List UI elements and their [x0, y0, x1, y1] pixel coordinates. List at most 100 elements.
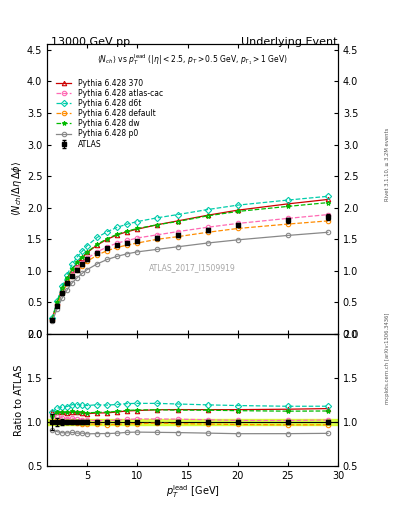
- Pythia 6.428 370: [95, 242, 100, 248]
- Pythia 6.428 dw: [285, 203, 290, 209]
- Pythia 6.428 atlas-cac: [115, 240, 120, 246]
- Bar: [47, 419, 338, 424]
- Text: ATLAS_2017_I1509919: ATLAS_2017_I1509919: [149, 263, 236, 272]
- Pythia 6.428 370: [235, 207, 240, 214]
- Pythia 6.428 atlas-cac: [235, 220, 240, 226]
- Pythia 6.428 d6t: [235, 202, 240, 208]
- Pythia 6.428 d6t: [95, 234, 100, 241]
- Pythia 6.428 atlas-cac: [95, 249, 100, 255]
- Pythia 6.428 atlas-cac: [75, 265, 80, 271]
- Pythia 6.428 default: [285, 221, 290, 227]
- Pythia 6.428 370: [80, 254, 84, 261]
- Pythia 6.428 d6t: [325, 193, 330, 199]
- Pythia 6.428 default: [55, 302, 60, 308]
- Pythia 6.428 d6t: [135, 219, 140, 225]
- Pythia 6.428 atlas-cac: [155, 232, 160, 238]
- Pythia 6.428 default: [95, 252, 100, 258]
- Pythia 6.428 default: [125, 242, 130, 248]
- Line: Pythia 6.428 370: Pythia 6.428 370: [50, 197, 330, 321]
- Pythia 6.428 dw: [65, 274, 70, 281]
- Pythia 6.428 p0: [50, 318, 55, 325]
- Line: Pythia 6.428 atlas-cac: Pythia 6.428 atlas-cac: [50, 212, 330, 322]
- Pythia 6.428 default: [75, 267, 80, 273]
- Pythia 6.428 p0: [70, 280, 75, 286]
- Line: Pythia 6.428 default: Pythia 6.428 default: [50, 219, 330, 322]
- Pythia 6.428 dw: [325, 200, 330, 206]
- Pythia 6.428 d6t: [285, 197, 290, 203]
- Y-axis label: $\langle N_{ch}/\Delta\eta\,\Delta\phi\rangle$: $\langle N_{ch}/\Delta\eta\,\Delta\phi\r…: [10, 161, 24, 217]
- Pythia 6.428 dw: [60, 285, 64, 291]
- Pythia 6.428 default: [205, 229, 210, 236]
- Pythia 6.428 atlas-cac: [285, 216, 290, 222]
- Pythia 6.428 d6t: [65, 271, 70, 278]
- Line: Pythia 6.428 dw: Pythia 6.428 dw: [50, 200, 330, 322]
- Pythia 6.428 default: [115, 244, 120, 250]
- Pythia 6.428 default: [135, 240, 140, 246]
- Pythia 6.428 default: [155, 236, 160, 242]
- Pythia 6.428 dw: [55, 300, 60, 306]
- Pythia 6.428 p0: [175, 244, 180, 250]
- Pythia 6.428 atlas-cac: [205, 224, 210, 230]
- Pythia 6.428 p0: [235, 237, 240, 243]
- Pythia 6.428 370: [285, 201, 290, 207]
- Pythia 6.428 370: [70, 266, 75, 272]
- Text: Underlying Event: Underlying Event: [241, 37, 338, 47]
- Pythia 6.428 370: [105, 236, 110, 242]
- Pythia 6.428 dw: [70, 266, 75, 272]
- Pythia 6.428 370: [75, 260, 80, 266]
- Pythia 6.428 dw: [235, 208, 240, 215]
- Pythia 6.428 dw: [155, 222, 160, 228]
- Pythia 6.428 p0: [155, 246, 160, 252]
- Pythia 6.428 default: [105, 247, 110, 253]
- Pythia 6.428 370: [155, 222, 160, 228]
- Pythia 6.428 default: [235, 225, 240, 231]
- Pythia 6.428 370: [55, 300, 60, 306]
- Pythia 6.428 p0: [285, 232, 290, 239]
- Pythia 6.428 d6t: [155, 215, 160, 221]
- Pythia 6.428 p0: [325, 229, 330, 236]
- Line: Pythia 6.428 d6t: Pythia 6.428 d6t: [50, 194, 330, 321]
- Text: 13000 GeV pp: 13000 GeV pp: [51, 37, 130, 47]
- Pythia 6.428 370: [125, 228, 130, 234]
- Text: $\langle N_{ch}\rangle$ vs $p_T^{\rm lead}$ ($|\eta|<2.5$, $p_T>0.5$ GeV, $p_{T_: $\langle N_{ch}\rangle$ vs $p_T^{\rm lea…: [97, 52, 288, 67]
- Pythia 6.428 atlas-cac: [60, 288, 64, 294]
- Pythia 6.428 d6t: [55, 298, 60, 304]
- Pythia 6.428 atlas-cac: [105, 244, 110, 250]
- Text: mcplots.cern.ch [arXiv:1306.3436]: mcplots.cern.ch [arXiv:1306.3436]: [385, 313, 390, 404]
- Y-axis label: Ratio to ATLAS: Ratio to ATLAS: [14, 364, 24, 436]
- Pythia 6.428 p0: [205, 240, 210, 246]
- Pythia 6.428 default: [65, 281, 70, 287]
- Pythia 6.428 atlas-cac: [55, 301, 60, 307]
- Pythia 6.428 atlas-cac: [135, 235, 140, 241]
- Pythia 6.428 d6t: [175, 211, 180, 218]
- Pythia 6.428 370: [50, 315, 55, 322]
- Pythia 6.428 atlas-cac: [70, 270, 75, 276]
- Line: Pythia 6.428 p0: Pythia 6.428 p0: [50, 230, 330, 324]
- Pythia 6.428 default: [70, 273, 75, 279]
- X-axis label: $p_T^{\rm lead}$ [GeV]: $p_T^{\rm lead}$ [GeV]: [166, 483, 219, 500]
- Pythia 6.428 p0: [55, 306, 60, 312]
- Pythia 6.428 default: [80, 263, 84, 269]
- Pythia 6.428 dw: [50, 316, 55, 322]
- Pythia 6.428 d6t: [60, 283, 64, 289]
- Pythia 6.428 d6t: [70, 262, 75, 268]
- Pythia 6.428 370: [325, 197, 330, 203]
- Pythia 6.428 atlas-cac: [65, 279, 70, 285]
- Pythia 6.428 default: [50, 317, 55, 323]
- Pythia 6.428 p0: [60, 295, 64, 301]
- Pythia 6.428 atlas-cac: [50, 316, 55, 322]
- Pythia 6.428 default: [175, 233, 180, 240]
- Pythia 6.428 d6t: [105, 228, 110, 234]
- Pythia 6.428 p0: [105, 257, 110, 263]
- Pythia 6.428 p0: [115, 253, 120, 260]
- Pythia 6.428 atlas-cac: [175, 228, 180, 234]
- Pythia 6.428 dw: [115, 231, 120, 237]
- Pythia 6.428 dw: [205, 213, 210, 219]
- Pythia 6.428 370: [65, 275, 70, 282]
- Pythia 6.428 default: [85, 258, 90, 264]
- Pythia 6.428 370: [60, 285, 64, 291]
- Pythia 6.428 p0: [65, 287, 70, 293]
- Pythia 6.428 p0: [75, 274, 80, 281]
- Pythia 6.428 d6t: [85, 243, 90, 249]
- Pythia 6.428 p0: [85, 266, 90, 272]
